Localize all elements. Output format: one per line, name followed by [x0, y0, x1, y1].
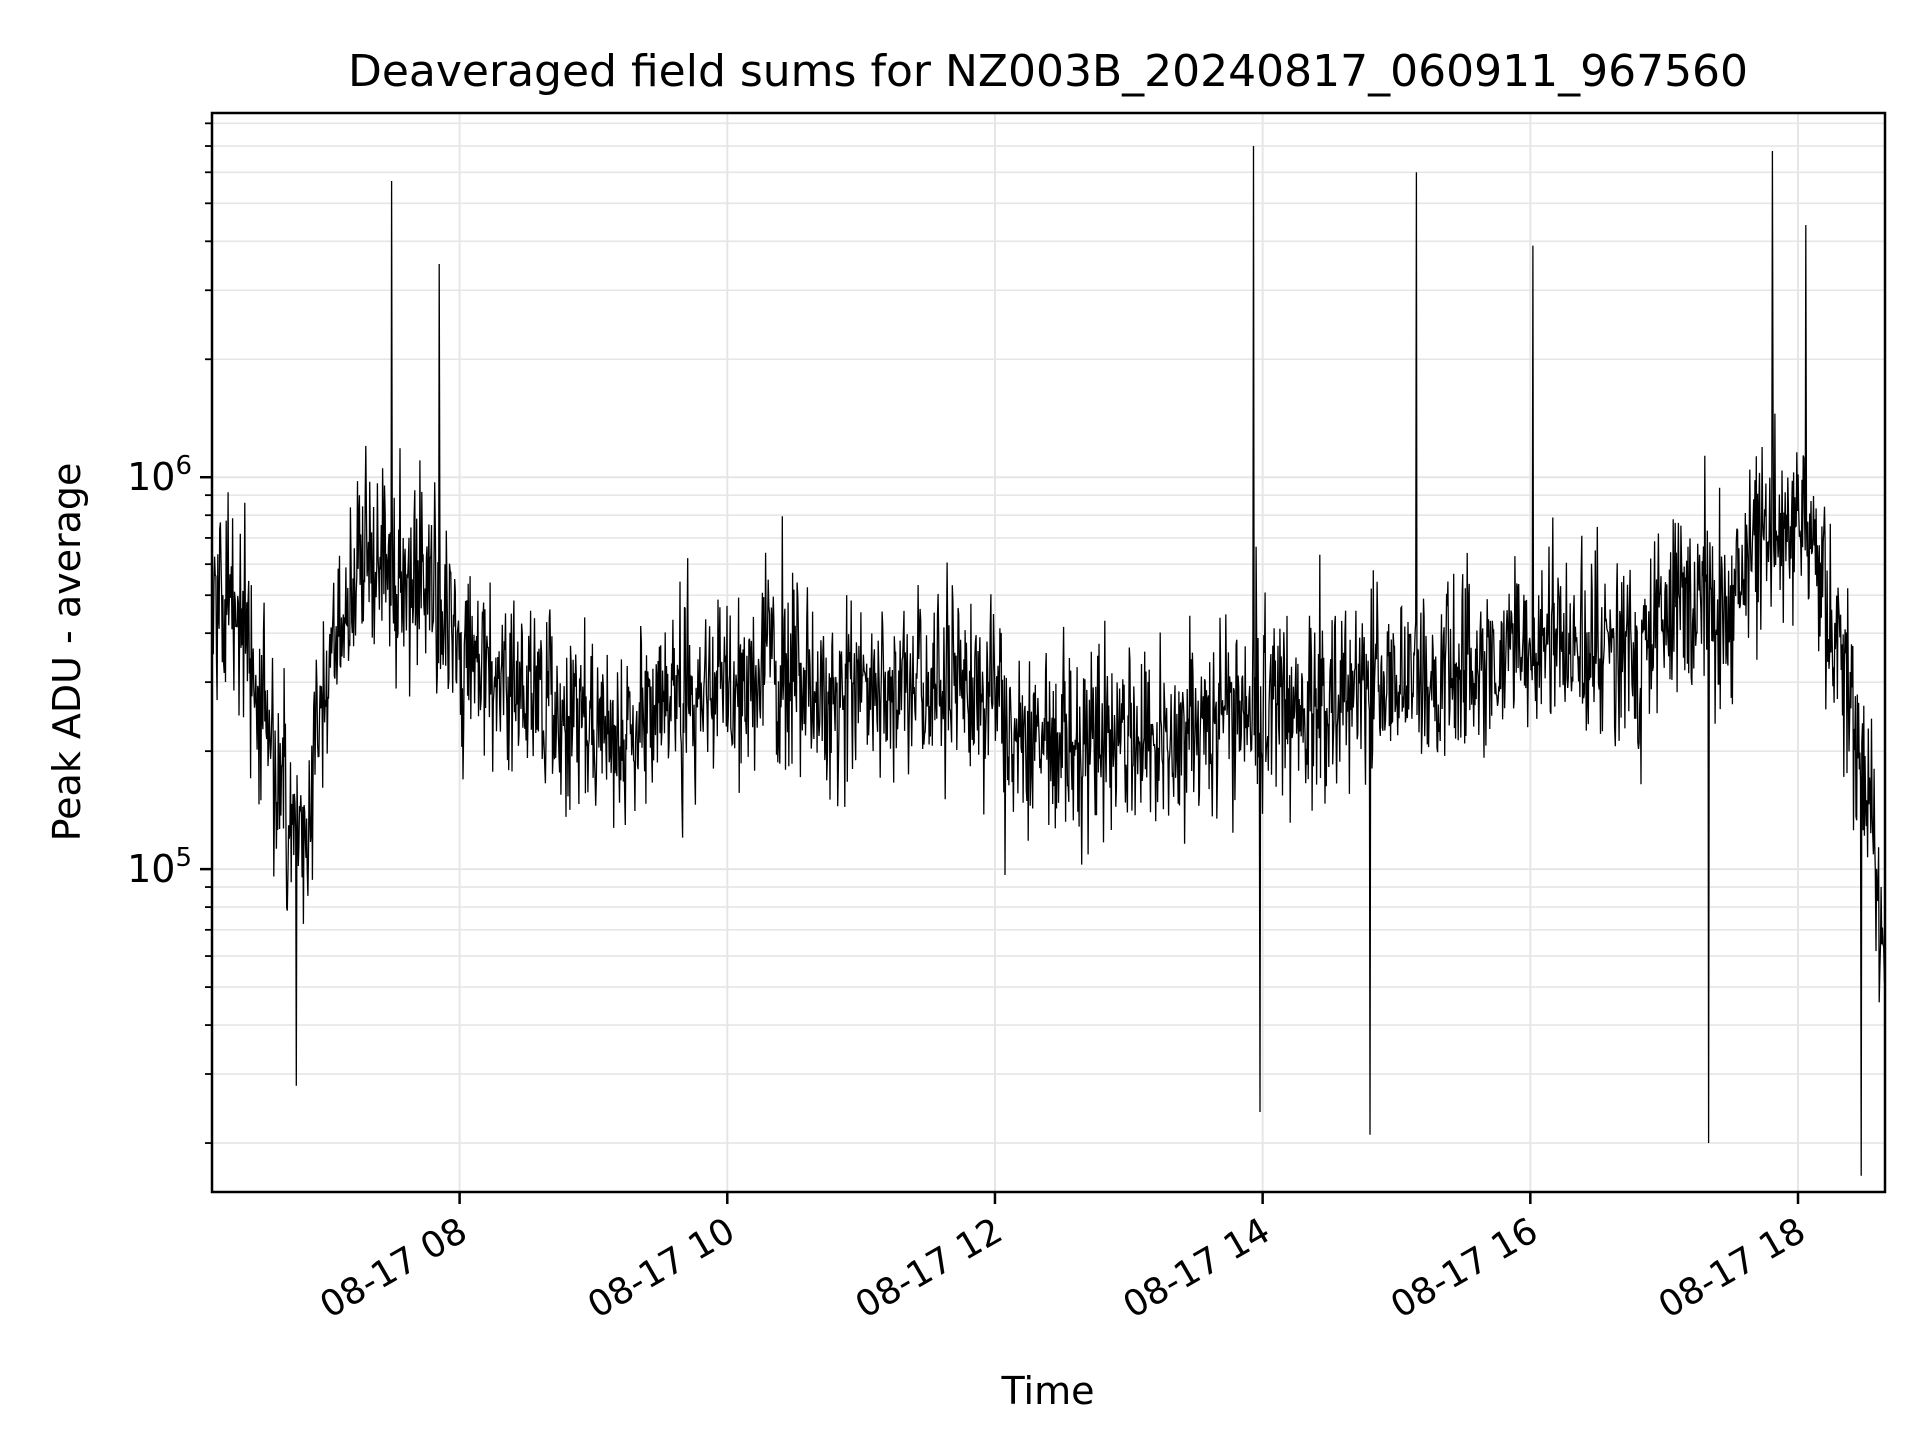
y-tick-label: 106: [127, 451, 192, 499]
plot-frame: [210, 111, 1887, 1194]
series-group: [211, 145, 1886, 1176]
y-tick-label: 105: [127, 843, 192, 891]
x-axis-label: Time: [1001, 1369, 1095, 1413]
chart-title: Deaveraged field sums for NZ003B_2024081…: [348, 46, 1748, 97]
y-axis-label: Peak ADU - average: [45, 463, 89, 842]
series-line: [211, 145, 1886, 1176]
y-ticks: 105 106: [127, 122, 212, 1144]
